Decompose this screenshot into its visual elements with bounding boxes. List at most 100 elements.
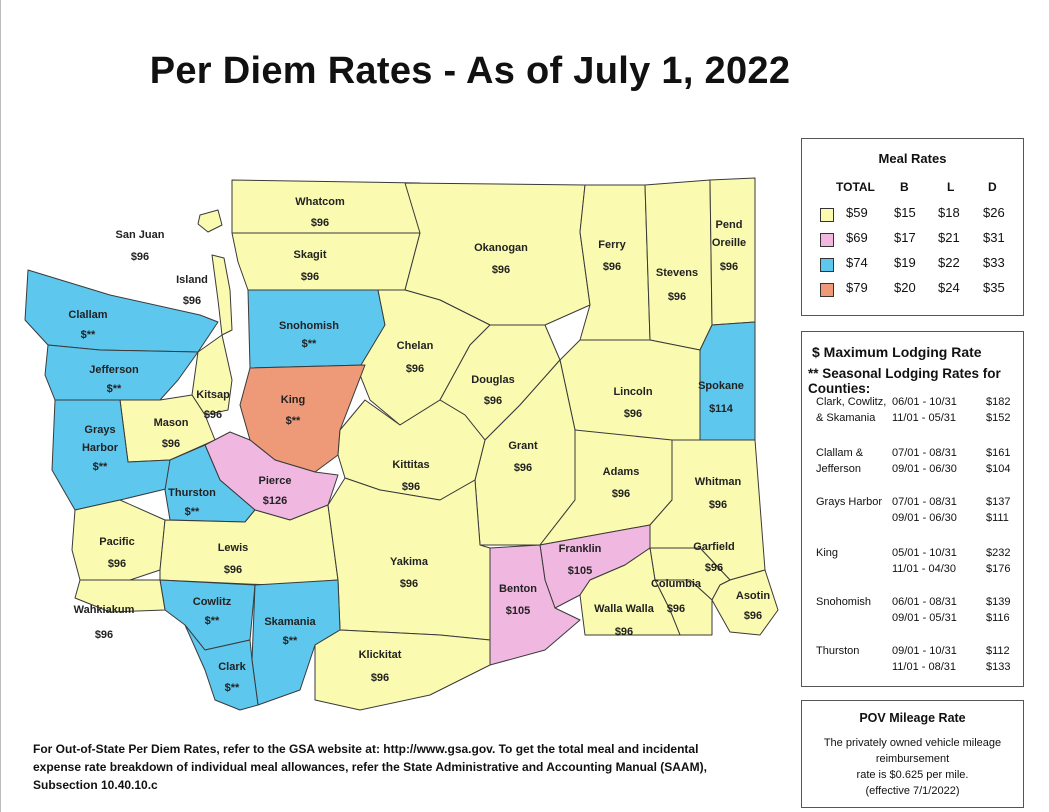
county-rate-label: $96	[667, 603, 685, 615]
lodging-county: Snohomish	[816, 596, 872, 608]
meal-lunch: $22	[938, 255, 960, 270]
county-rate-label: $96	[668, 291, 686, 303]
lodging-county: Clallam & Jefferson	[816, 447, 864, 475]
lodging-rates: $139 $116	[986, 596, 1011, 624]
meal-total: $59	[846, 205, 868, 220]
county-rate-label: $96	[624, 408, 642, 420]
county-rate-label: $**	[81, 329, 96, 341]
county-name-label: Jefferson	[89, 364, 139, 376]
lodging-county: Clark, Cowlitz, & Skamania	[816, 396, 887, 424]
meal-header-breakfast: B	[900, 180, 909, 194]
county-name-label: Asotin	[736, 590, 771, 602]
legend-swatch-79	[820, 283, 834, 297]
county-rate-label: $**	[302, 338, 317, 350]
lodging-dates: 06/01 - 08/31 09/01 - 05/31	[892, 596, 957, 624]
max-lodging-heading: $ Maximum Lodging Rate	[812, 344, 982, 360]
county-rate-label: $96	[705, 562, 723, 574]
county-name-label: Columbia	[651, 578, 702, 590]
county-name-label: Kittitas	[392, 459, 429, 471]
meal-rate-row: $79 $20 $24 $35	[820, 280, 1020, 300]
pov-mileage-box: POV Mileage Rate The privately owned veh…	[801, 700, 1024, 808]
county-rate-label: $96	[492, 264, 510, 276]
county-name-label: Okanogan	[474, 242, 528, 254]
county-name-label: Whitman	[695, 476, 742, 488]
county-name-label: Skamania	[264, 616, 316, 628]
county-name-label: Pend	[716, 219, 743, 231]
county-name-label: King	[281, 394, 305, 406]
meal-breakfast: $17	[894, 230, 916, 245]
county-rate-label: $**	[107, 383, 122, 395]
county-rate-label: $96	[615, 626, 633, 638]
county-name-label: Adams	[603, 466, 640, 478]
county-name-label: Stevens	[656, 267, 698, 279]
meal-header-dinner: D	[988, 180, 997, 194]
county-name-label: Chelan	[397, 340, 434, 352]
county-rate-label: $96	[484, 395, 502, 407]
legend-swatch-74	[820, 258, 834, 272]
meal-header-total: TOTAL	[836, 180, 875, 194]
meal-lunch: $24	[938, 280, 960, 295]
county-rate-label: $96	[301, 271, 319, 283]
county-island	[211, 254, 233, 336]
county-rate-label: $96	[514, 462, 532, 474]
county-rate-label: $96	[406, 363, 424, 375]
lodging-dates: 07/01 - 08/31 09/01 - 06/30	[892, 447, 957, 475]
meal-lunch: $18	[938, 205, 960, 220]
lodging-county: Thurston	[816, 645, 860, 657]
county-rate-label: $**	[205, 615, 220, 627]
lodging-rates: $182 $152	[986, 396, 1011, 424]
county-wahkiakum	[74, 579, 166, 613]
legend-swatch-59	[820, 208, 834, 222]
county-pacific	[71, 499, 166, 581]
county-spokane	[699, 321, 756, 441]
county-rate-label: $96	[162, 438, 180, 450]
meal-dinner: $33	[983, 255, 1005, 270]
lodging-rates: $112 $133	[986, 645, 1011, 673]
county-benton	[489, 544, 581, 666]
county-rate-label: $105	[506, 605, 530, 617]
county-name-label: Ferry	[598, 239, 626, 251]
county-name-label: Lincoln	[613, 386, 652, 398]
county-name-label: Island	[176, 274, 208, 286]
county-name-label: Franklin	[559, 543, 602, 555]
lodging-dates: 09/01 - 10/31 11/01 - 08/31	[892, 645, 957, 673]
lodging-rates: $232 $176	[986, 547, 1011, 575]
lodging-county: King	[816, 547, 839, 559]
meal-breakfast: $19	[894, 255, 916, 270]
pov-description: The privately owned vehicle mileage reim…	[810, 735, 1015, 799]
county-rate-label: $96	[95, 629, 113, 641]
meal-rate-row: $69 $17 $21 $31	[820, 230, 1020, 250]
county-walla-walla	[579, 547, 681, 636]
meal-total: $79	[846, 280, 868, 295]
county-name-label: Clallam	[68, 309, 107, 321]
county-skagit	[231, 232, 421, 291]
county-name-label: Thurston	[168, 487, 216, 499]
county-rate-label: $96	[224, 564, 242, 576]
footnote-line: For Out-of-State Per Diem Rates, refer t…	[33, 742, 699, 756]
county-name-label: Lewis	[218, 542, 249, 554]
county-name-label: Cowlitz	[193, 596, 232, 608]
county-pend-oreille	[709, 177, 756, 326]
county-name-label: Kitsap	[196, 389, 230, 401]
county-rate-label: $114	[709, 403, 734, 415]
lodging-rates: $137 $111	[986, 496, 1011, 524]
meal-dinner: $35	[983, 280, 1005, 295]
county-asotin	[711, 569, 779, 636]
meal-rates-title: Meal Rates	[878, 151, 947, 166]
meal-header-lunch: L	[947, 180, 955, 194]
footnote-line: Subsection 10.40.10.c	[33, 778, 158, 792]
county-name-label: Harbor	[82, 442, 119, 454]
county-rate-label: $**	[286, 415, 301, 427]
county-rate-label: $96	[183, 295, 201, 307]
meal-rate-row: $59 $15 $18 $26	[820, 205, 1020, 225]
county-rate-label: $96	[709, 499, 727, 511]
county-name-label: Skagit	[293, 249, 326, 261]
county-clark	[184, 624, 259, 711]
county-rate-label: $96	[603, 261, 621, 273]
county-name-label: Mason	[154, 417, 189, 429]
county-name-label: Garfield	[693, 541, 735, 553]
legend-swatch-69	[820, 233, 834, 247]
county-name-label: Wahkiakum	[74, 604, 135, 616]
washington-county-map: Whatcom $96 San Juan $96 Skagit $96 Island $96 O…	[24, 177, 779, 711]
county-stevens	[644, 179, 713, 351]
